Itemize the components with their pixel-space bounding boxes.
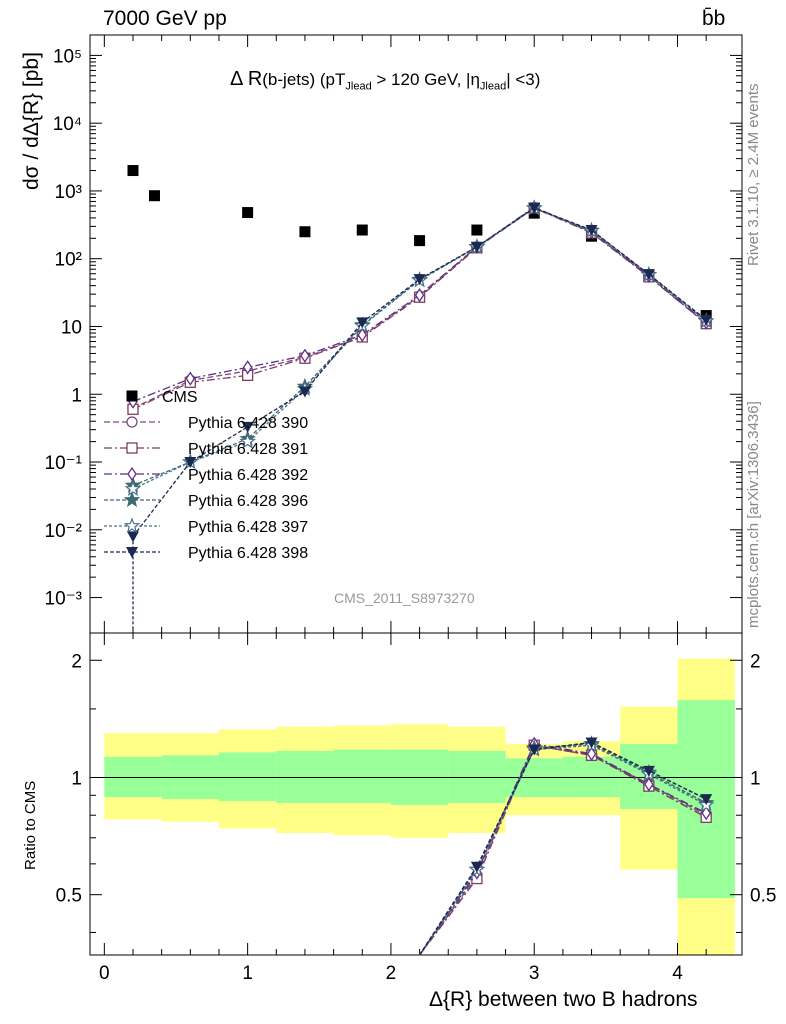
data-point <box>299 226 311 238</box>
x-axis-label: Δ{R} between two B hadrons <box>429 988 698 1011</box>
y-tick-label: 10⁻² <box>45 521 83 542</box>
y-tick-label: 10⁻³ <box>45 589 83 610</box>
legend-marker <box>123 517 141 534</box>
data-point <box>585 225 598 237</box>
data-point <box>414 287 425 303</box>
watermark: CMS_2011_S8973270 <box>334 590 475 606</box>
side-label-rivet: Rivet 3.1.10, ≥ 2.4M events <box>745 83 762 267</box>
band-green-bin <box>276 750 334 803</box>
ratio-y-tick-label-right: 0.5 <box>750 886 776 907</box>
legend-marker <box>126 442 138 454</box>
ratio-data-point <box>585 737 598 749</box>
legend-label: CMS <box>162 389 198 406</box>
ratio-series-line <box>418 741 707 956</box>
legend-marker <box>127 466 137 482</box>
data-point <box>413 274 426 286</box>
data-point <box>124 480 142 497</box>
ratio-series-line <box>418 744 707 956</box>
x-tick-label: 3 <box>529 963 540 984</box>
series-line <box>132 207 707 537</box>
ratio-data-point <box>528 744 541 756</box>
data-point <box>300 348 310 363</box>
ratio-y-tick-label-right: 1 <box>750 768 761 789</box>
data-point <box>642 269 655 281</box>
y-tick-label: 10 <box>61 317 82 338</box>
data-point <box>242 360 253 375</box>
data-point <box>185 371 196 386</box>
data-point <box>528 203 541 215</box>
main-frame <box>89 34 743 634</box>
data-point <box>242 207 254 219</box>
ratio-y-tick-label: 1 <box>71 768 82 789</box>
y-tick-label: 1 <box>71 385 82 406</box>
ratio-y-tick-label-right: 2 <box>750 651 761 672</box>
x-tick-label: 1 <box>242 963 253 984</box>
data-point <box>148 190 160 202</box>
legend-label: Pythia 6.428 397 <box>188 519 308 536</box>
legend-label: Pythia 6.428 392 <box>188 467 308 484</box>
ratio-panel: 0 1 2 3 4 0.5 0.5 1 1 2 2 <box>56 632 776 984</box>
y-axis-label-main: dσ / dΔ{R} [pb] <box>20 52 43 190</box>
legend-marker <box>126 416 138 428</box>
main-panel: 10⁻³ 10⁻² 10⁻¹ 1 10 10² 10³ 10⁴ 10⁵ CMS Pythia 6.4… <box>45 34 743 634</box>
ratio-data-point <box>701 805 711 821</box>
band-green-bin <box>448 750 506 803</box>
side-label-mcplots: mcplots.cern.ch [arXiv:1306.3436] <box>745 401 762 628</box>
data-point <box>127 165 139 177</box>
ratio-y-tick-label: 0.5 <box>56 886 82 907</box>
y-tick-label: 10⁴ <box>53 114 82 135</box>
legend-label: Pythia 6.428 398 <box>188 545 308 562</box>
ratio-y-tick-label: 2 <box>71 651 82 672</box>
data-point <box>470 241 483 253</box>
y-tick-label: 10³ <box>55 182 82 203</box>
data-point <box>298 386 311 398</box>
data-point <box>184 457 197 469</box>
data-point <box>241 421 254 433</box>
y-tick-label: 10² <box>55 250 82 271</box>
plot-title-sub3: | <3) <box>506 70 541 89</box>
x-tick-label: 2 <box>386 963 397 984</box>
data-point <box>700 314 713 326</box>
legend-label: Pythia 6.428 396 <box>188 493 308 510</box>
legend-label: Pythia 6.428 390 <box>188 415 308 432</box>
data-point <box>239 432 256 449</box>
ratio-series-line <box>419 744 707 956</box>
ratio-frame <box>89 632 743 956</box>
legend-label: Pythia 6.428 391 <box>188 441 308 458</box>
plot-title-sub1-index: Jlead <box>345 80 372 93</box>
legend-marker <box>123 491 141 508</box>
legend-marker <box>126 547 138 558</box>
plot-title-sub1: (b-jets) (pT <box>262 70 346 89</box>
legend: CMS Pythia 6.428 390 Pythia 6.428 391 Pythi… <box>104 389 308 562</box>
ratio-data-point <box>586 746 597 762</box>
plot-title: Δ R(b-jets) (pTJlead > 120 GeV, |ηJlead|… <box>230 68 540 92</box>
y-tick-label: 10⁻¹ <box>45 453 83 474</box>
legend-marker <box>126 390 138 402</box>
band-green-bin <box>333 749 391 803</box>
ratio-data-point <box>642 765 655 777</box>
y-tick-label: 10⁵ <box>53 46 82 67</box>
data-point <box>356 224 368 236</box>
header-left: 7000 GeV pp <box>103 7 227 30</box>
data-point <box>356 317 369 329</box>
header-right: b̄b <box>702 7 726 30</box>
data-point <box>414 235 426 247</box>
y-axis-label-ratio: Ratio to CMS <box>22 780 39 870</box>
plot-title-sub2: > 120 GeV, |η <box>371 70 480 89</box>
data-point <box>357 327 368 343</box>
ratio-data-point <box>700 794 713 806</box>
data-point <box>471 224 483 236</box>
x-tick-label: 4 <box>672 963 683 984</box>
band-green-bin <box>218 752 277 802</box>
plot-title-sub2-index: Jlead <box>479 80 507 93</box>
plot-title-main: Δ R <box>230 68 263 90</box>
ratio-data-point <box>644 777 654 792</box>
ratio-series-line <box>418 743 707 956</box>
ratio-data-point <box>470 861 483 873</box>
x-tick-label: 0 <box>99 963 110 984</box>
